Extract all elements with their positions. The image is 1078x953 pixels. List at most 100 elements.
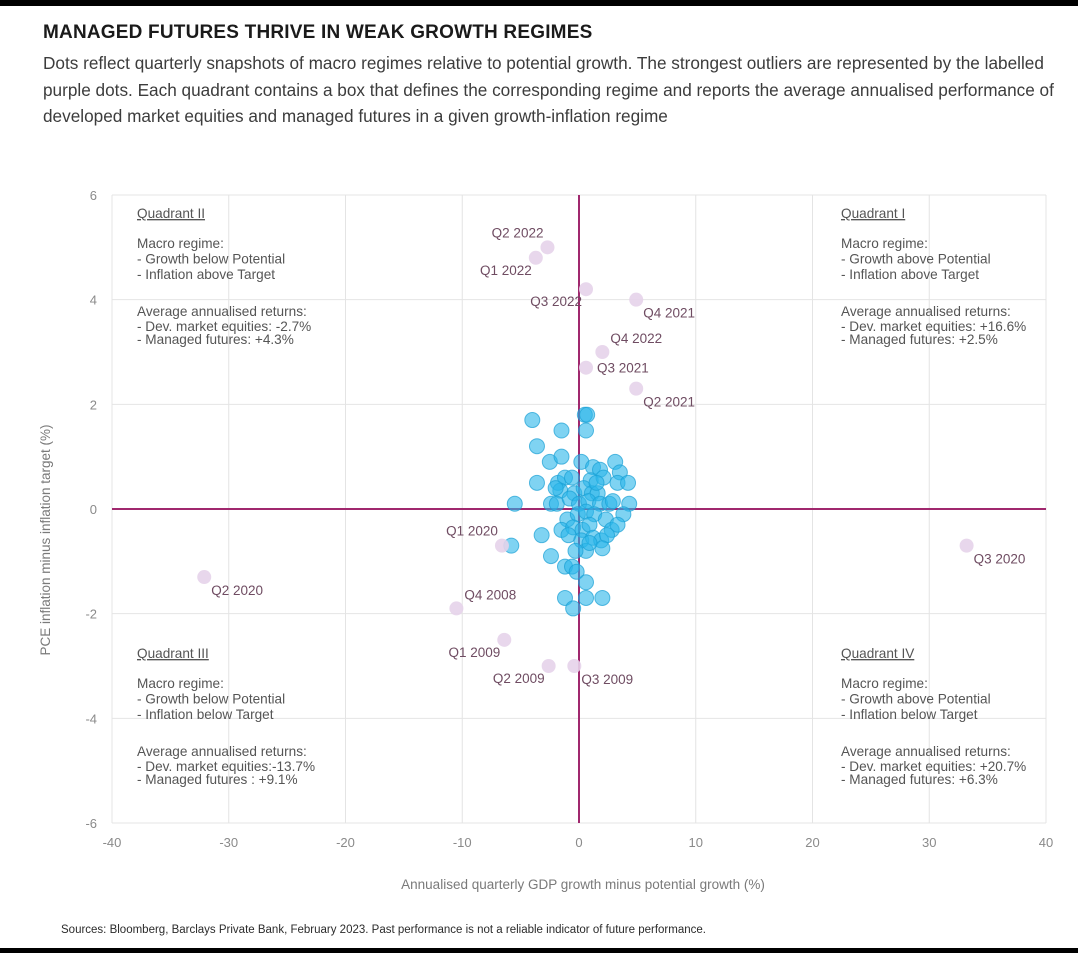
outlier-label: Q4 2008 [464,587,516,602]
quadrant-regime-line: Macro regime: [841,236,928,251]
quadrant-return-line: - Dev. market equities: +20.7% [841,759,1026,774]
outlier-point [449,601,464,616]
y-tick-label: -4 [85,711,97,726]
quadrant-iii-box: Quadrant III Macro regime:- Growth below … [137,646,315,787]
quadrant-ii-box: Quadrant II Macro regime:- Growth below P… [137,206,311,347]
y-tick-label: 4 [90,293,97,308]
quadrant-return-line: - Managed futures : +9.1% [137,772,298,787]
chart-title: MANAGED FUTURES THRIVE IN WEAK GROWTH RE… [43,22,593,43]
quadrant-regime-line: - Inflation above Target [841,267,979,282]
quadrant-return-line: - Dev. market equities: +16.6% [841,319,1026,334]
outlier-point [494,538,509,553]
data-point [620,474,637,491]
x-tick-label: 20 [805,835,819,850]
quadrant-regime-line: Macro regime: [841,676,928,691]
outlier-label: Q2 2009 [493,671,545,686]
data-point [578,422,595,439]
outlier-point [579,360,594,375]
data-point [578,574,595,591]
x-tick-label: 0 [575,835,582,850]
quadrant-return-line: - Managed futures: +4.3% [137,332,294,347]
outlier-label: Q4 2022 [610,331,662,346]
data-point [567,542,584,559]
data-point [528,474,545,491]
outlier-point [567,659,582,673]
y-axis-label: PCE inflation minus inflation target (%) [38,424,53,655]
outlier-point [541,659,556,673]
quadrant-returns-heading: Average annualised returns: [137,304,307,319]
data-point [553,422,570,439]
chart-subtitle: Dots reflect quarterly snapshots of macr… [43,53,1054,126]
outlier-point [579,282,594,297]
outlier-label: Q2 2021 [643,395,695,410]
outlier-label: Q3 2021 [597,361,649,376]
data-point [528,438,545,455]
outlier-point [540,240,555,255]
x-tick-label: -20 [336,835,355,850]
outlier-label: Q2 2020 [211,583,263,598]
data-point [553,448,570,465]
outlier-point [197,570,212,585]
data-point [568,563,585,580]
data-point [524,412,541,429]
outlier-label: Q4 2021 [643,306,695,321]
bottom-border [0,948,1078,953]
source-footnote: Sources: Bloomberg, Barclays Private Ban… [61,924,706,936]
quadrant-return-line: - Dev. market equities: -2.7% [137,319,311,334]
data-point [578,589,595,606]
x-tick-label: -40 [103,835,122,850]
data-point [547,480,564,497]
x-axis-label: Annualised quarterly GDP growth minus po… [401,877,765,892]
quadrant-return-line: - Managed futures: +2.5% [841,332,998,347]
outlier-label: Q1 2022 [480,263,532,278]
outlier-dots: Q2 2022 Q1 2022 Q3 2022 Q4 2021 Q4 2022 Q3 20… [197,225,1025,687]
outlier-point [528,250,543,265]
x-tick-label: 30 [922,835,936,850]
quadrant-heading: Quadrant III [137,646,209,661]
regular-dots [503,406,638,617]
quadrant-regime-line: - Growth below Potential [137,252,285,267]
quadrant-heading: Quadrant IV [841,646,914,661]
data-point [609,516,626,533]
quadrant-return-line: - Dev. market equities:-13.7% [137,759,315,774]
data-point [563,469,580,486]
data-point [565,600,582,617]
data-point [581,516,598,533]
x-tick-label: 40 [1039,835,1053,850]
top-border [0,0,1078,6]
quadrant-regime-line: - Growth below Potential [137,692,285,707]
data-point [542,548,559,565]
quadrant-regime-line: - Inflation below Target [137,707,274,722]
data-point [594,589,611,606]
data-point [533,527,550,544]
data-point [506,495,523,512]
outlier-point [595,345,610,359]
quadrant-heading: Quadrant I [841,206,905,221]
outlier-point [497,632,512,647]
quadrant-i-box: Quadrant I Macro regime:- Growth above Po… [841,206,1026,347]
quadrant-regime-line: Macro regime: [137,236,224,251]
quadrant-return-line: - Managed futures: +6.3% [841,772,998,787]
data-point [556,589,573,606]
quadrant-returns-heading: Average annualised returns: [841,304,1011,319]
quadrant-returns-heading: Average annualised returns: [137,744,307,759]
x-tick-label: -10 [453,835,472,850]
quadrant-regime-line: - Inflation below Target [841,707,978,722]
quadrant-iv-box: Quadrant IV Macro regime:- Growth above P… [841,646,1026,787]
outlier-label: Q3 2020 [974,552,1026,567]
quadrant-regime-line: - Growth above Potential [841,252,991,267]
data-point [588,474,605,491]
outlier-label: Q3 2009 [581,672,633,687]
outlier-point [629,292,644,307]
data-point [581,535,598,552]
x-tick-label: 10 [689,835,703,850]
y-tick-label: 6 [90,188,97,203]
outlier-label: Q1 2009 [448,645,500,660]
quadrant-regime-line: Macro regime: [137,676,224,691]
data-point [604,493,621,510]
y-tick-label: 0 [90,502,97,517]
outlier-point [959,538,974,553]
